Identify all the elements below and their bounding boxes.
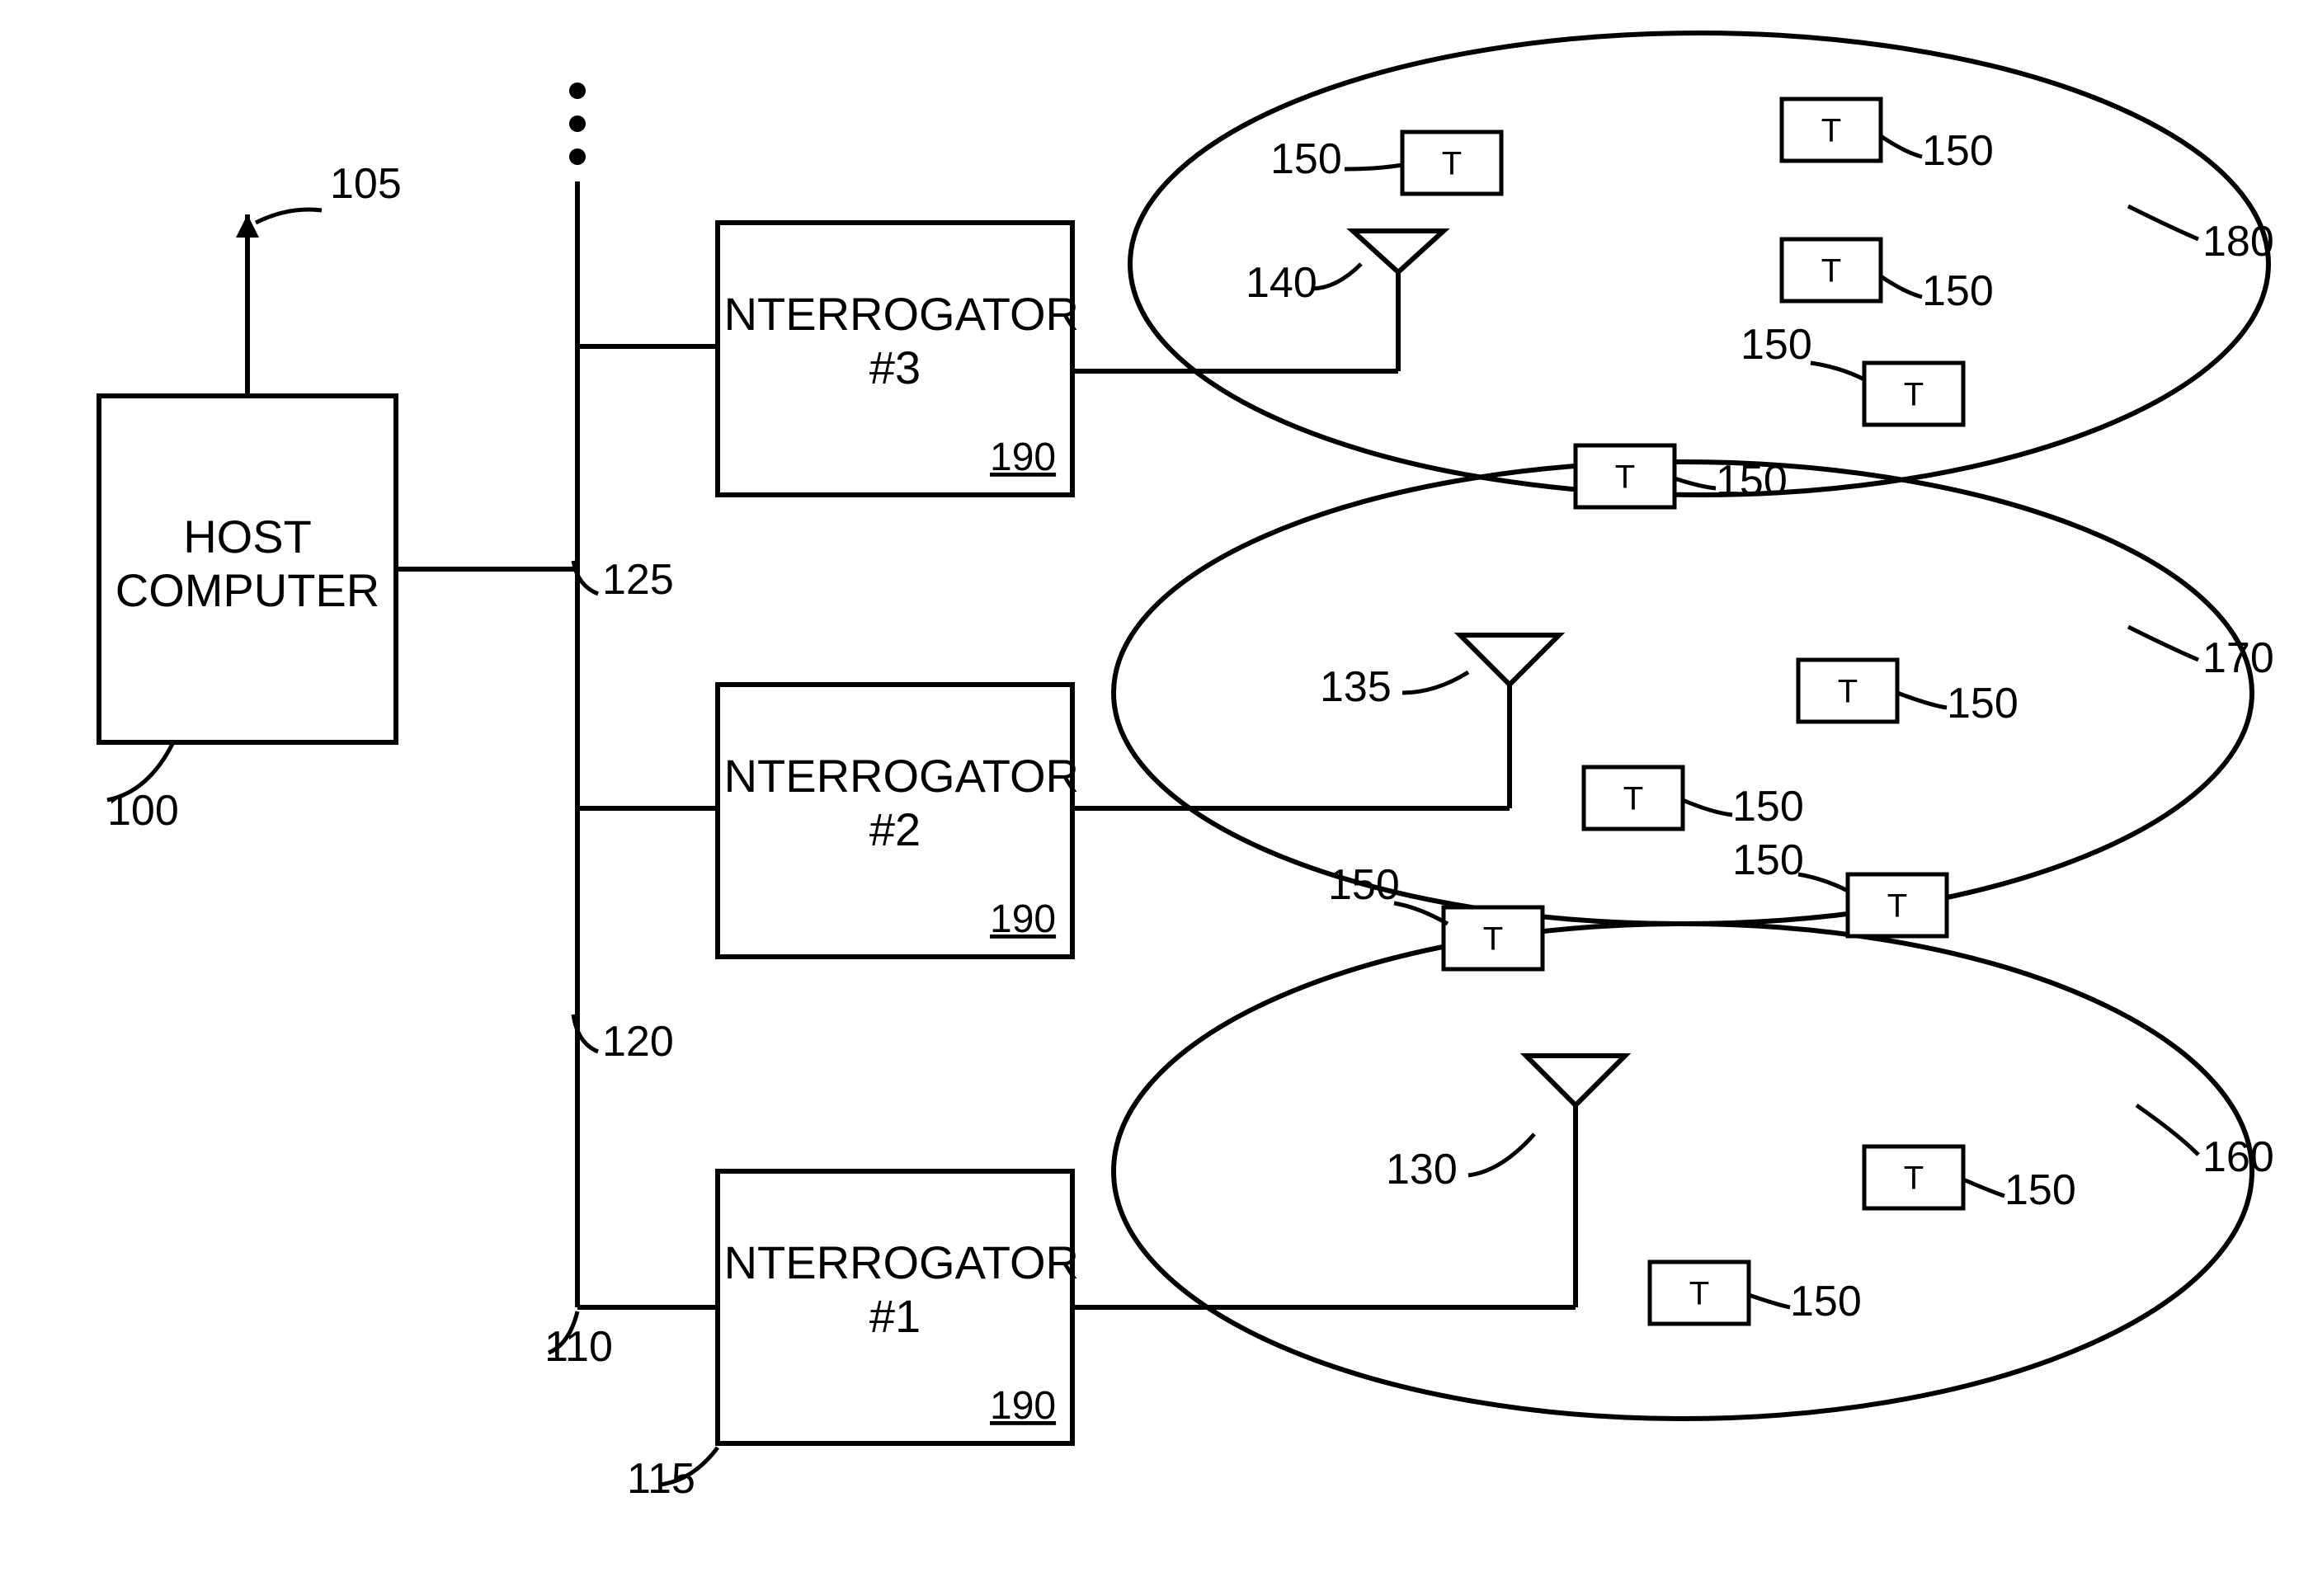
svg-text:T: T xyxy=(1483,921,1503,958)
svg-text:150: 150 xyxy=(1947,680,2019,727)
svg-text:150: 150 xyxy=(1328,861,1400,909)
svg-text:135: 135 xyxy=(1320,663,1392,711)
svg-text:T: T xyxy=(1623,781,1643,817)
svg-text:INTERROGATOR: INTERROGATOR xyxy=(711,750,1079,802)
svg-text:150: 150 xyxy=(1732,783,1804,831)
svg-text:T: T xyxy=(1887,888,1907,925)
svg-text:150: 150 xyxy=(1741,321,1812,369)
svg-text:150: 150 xyxy=(1270,135,1342,183)
svg-text:125: 125 xyxy=(602,556,674,604)
svg-text:150: 150 xyxy=(1922,127,1994,175)
svg-text:#3: #3 xyxy=(869,341,921,393)
svg-text:190: 190 xyxy=(990,897,1056,941)
svg-text:T: T xyxy=(1904,377,1924,413)
svg-text:160: 160 xyxy=(2202,1133,2274,1181)
svg-text:T: T xyxy=(1821,253,1841,290)
svg-text:INTERROGATOR: INTERROGATOR xyxy=(711,1236,1079,1288)
svg-text:HOST: HOST xyxy=(183,511,312,563)
svg-text:T: T xyxy=(1689,1276,1709,1312)
svg-text:T: T xyxy=(1442,146,1462,182)
svg-text:COMPUTER: COMPUTER xyxy=(115,564,379,616)
svg-text:INTERROGATOR: INTERROGATOR xyxy=(711,288,1079,340)
svg-text:190: 190 xyxy=(990,1384,1056,1428)
svg-text:100: 100 xyxy=(107,787,179,835)
svg-text:105: 105 xyxy=(330,160,402,208)
svg-text:110: 110 xyxy=(544,1323,613,1371)
svg-text:150: 150 xyxy=(1922,267,1994,315)
svg-text:150: 150 xyxy=(1732,836,1804,884)
svg-text:170: 170 xyxy=(2202,634,2274,682)
svg-text:140: 140 xyxy=(1246,259,1317,307)
svg-text:T: T xyxy=(1904,1161,1924,1197)
svg-text:190: 190 xyxy=(990,435,1056,479)
svg-text:T: T xyxy=(1838,674,1858,710)
svg-text:T: T xyxy=(1821,113,1841,149)
svg-text:T: T xyxy=(1615,459,1635,496)
svg-text:130: 130 xyxy=(1386,1146,1458,1193)
svg-text:180: 180 xyxy=(2202,218,2274,266)
svg-text:#2: #2 xyxy=(869,803,921,855)
svg-text:#1: #1 xyxy=(869,1290,921,1342)
svg-text:115: 115 xyxy=(627,1455,695,1503)
svg-text:150: 150 xyxy=(1790,1278,1862,1325)
svg-text:150: 150 xyxy=(2004,1166,2076,1214)
svg-text:150: 150 xyxy=(1716,457,1788,505)
svg-text:120: 120 xyxy=(602,1018,674,1066)
